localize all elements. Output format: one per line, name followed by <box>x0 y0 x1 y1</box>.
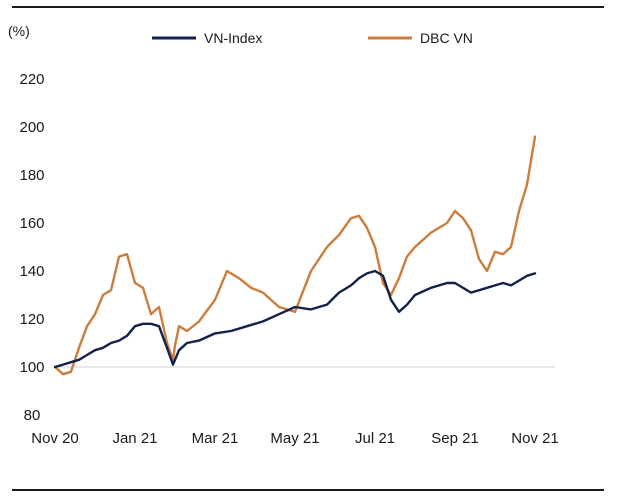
y-tick-label: 80 <box>24 407 41 424</box>
x-tick-label: Mar 21 <box>192 430 239 447</box>
legend-label-vn-index: VN-Index <box>204 30 262 46</box>
x-tick-label: Nov 20 <box>31 430 79 447</box>
legend-item-vn-index: VN-Index <box>152 30 262 46</box>
legend: VN-Index DBC VN <box>152 30 473 46</box>
x-tick-label: May 21 <box>270 430 319 447</box>
y-axis-ticks: 80 100 120 140 160 180 200 220 <box>19 71 44 424</box>
x-axis-ticks: Nov 20 Jan 21 Mar 21 May 21 Jul 21 Sep 21 Nov … <box>31 430 559 447</box>
y-tick-label: 220 <box>19 71 44 88</box>
y-axis-unit-label: (%) <box>8 23 30 39</box>
x-tick-label: Nov 21 <box>511 430 559 447</box>
x-tick-label: Sep 21 <box>431 430 479 447</box>
legend-label-dbc-vn: DBC VN <box>420 30 473 46</box>
y-tick-label: 180 <box>19 167 44 184</box>
series-line-dbc-vn <box>53 135 537 376</box>
y-tick-label: 140 <box>19 263 44 280</box>
legend-item-dbc-vn: DBC VN <box>368 30 473 46</box>
y-tick-label: 200 <box>19 119 44 136</box>
x-tick-label: Jul 21 <box>355 430 395 447</box>
series-layer <box>53 135 537 376</box>
x-tick-label: Jan 21 <box>112 430 157 447</box>
y-tick-label: 160 <box>19 215 44 232</box>
y-tick-label: 120 <box>19 311 44 328</box>
series-line-vn-index <box>53 269 537 369</box>
y-tick-label: 100 <box>19 359 44 376</box>
